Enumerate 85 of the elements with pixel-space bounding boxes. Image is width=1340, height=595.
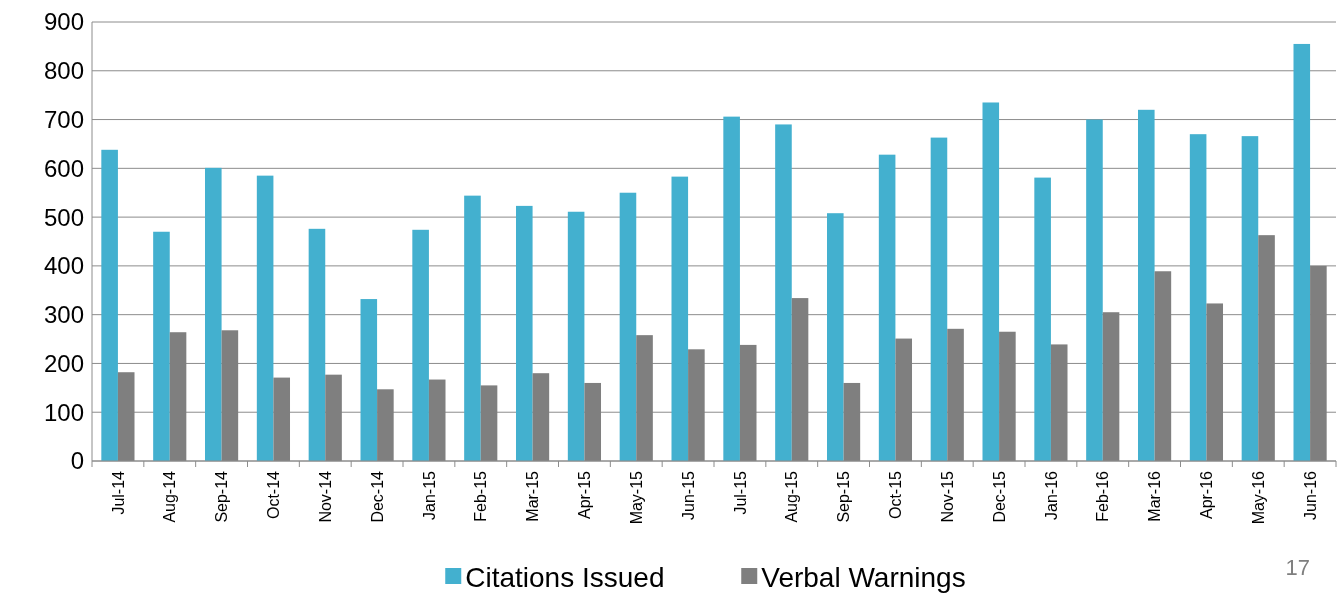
x-tick-label: Jun-16 — [1301, 470, 1319, 520]
x-tick-label: Feb-16 — [1094, 470, 1112, 522]
bar — [325, 374, 342, 461]
bar — [827, 213, 844, 461]
bar — [480, 385, 498, 461]
bar — [117, 372, 135, 461]
bar — [982, 102, 1000, 461]
bar — [671, 176, 689, 461]
x-tick-label: Oct-14 — [265, 470, 283, 520]
x-tick-label: Apr-15 — [576, 470, 594, 520]
y-tick-label: 700 — [43, 105, 84, 133]
legend-label: Citations Issued — [465, 561, 665, 593]
y-tick-label: 800 — [43, 57, 84, 85]
x-tick-label: Jan-15 — [420, 470, 438, 520]
x-tick-label: Dec-14 — [368, 470, 386, 523]
y-tick-label: 200 — [43, 349, 84, 377]
x-tick-label: Jan-16 — [1042, 470, 1060, 520]
bar — [1086, 119, 1103, 461]
bar — [205, 167, 222, 461]
bar — [532, 373, 550, 461]
legend-label: Verbal Warnings — [761, 561, 966, 593]
x-tick-label: Jul-14 — [109, 470, 127, 515]
bar — [308, 228, 326, 461]
bar — [273, 377, 290, 461]
text: 17 — [1285, 555, 1310, 580]
bar — [775, 124, 792, 461]
bar — [878, 154, 896, 461]
bar — [256, 175, 274, 461]
y-tick-label: 100 — [43, 398, 84, 426]
y-tick-label: 0 — [70, 447, 84, 475]
bar — [428, 379, 446, 461]
bar — [567, 211, 585, 461]
bar — [1138, 109, 1155, 461]
bar — [791, 298, 809, 461]
y-tick-label: 400 — [43, 252, 84, 280]
bar — [1034, 177, 1051, 461]
y-tick-label: 300 — [43, 301, 84, 329]
x-tick-label: Jun-15 — [679, 470, 697, 520]
bar — [636, 335, 653, 461]
bar — [739, 344, 757, 461]
x-tick-label: Apr-16 — [1198, 470, 1216, 520]
bar — [464, 195, 481, 461]
bar — [101, 149, 118, 461]
x-tick-label: Nov-15 — [938, 470, 956, 523]
x-tick-label: May-15 — [627, 470, 645, 525]
bar — [1241, 136, 1259, 461]
y-tick-label: 900 — [43, 8, 84, 36]
bar — [1293, 43, 1311, 461]
bar — [412, 229, 429, 461]
bar — [516, 205, 533, 461]
bar — [619, 192, 637, 461]
x-tick-label: Oct-15 — [887, 470, 905, 520]
bar — [843, 382, 861, 461]
bar — [1310, 265, 1327, 461]
x-tick-label: Aug-15 — [783, 470, 801, 523]
bar — [688, 349, 705, 461]
bar — [895, 338, 912, 461]
bar — [930, 137, 948, 461]
bar — [169, 332, 187, 461]
bar — [377, 389, 394, 461]
x-tick-label: Nov-14 — [316, 470, 334, 523]
x-tick-label: Aug-14 — [161, 470, 179, 523]
x-tick-label: Mar-16 — [1146, 470, 1164, 522]
bar — [723, 116, 740, 461]
bar — [1206, 303, 1224, 461]
bar — [360, 299, 378, 461]
bar — [1050, 344, 1068, 461]
bar — [999, 331, 1016, 461]
x-tick-label: Sep-14 — [213, 470, 231, 523]
x-tick-label: Feb-15 — [472, 470, 490, 522]
bar — [1102, 312, 1120, 461]
bar — [1154, 271, 1172, 461]
bar — [947, 328, 964, 461]
x-tick-label: Sep-15 — [835, 470, 853, 523]
bar — [1258, 235, 1275, 461]
x-tick-label: Mar-15 — [524, 470, 542, 522]
bar — [153, 231, 170, 461]
bar — [221, 330, 239, 461]
y-tick-label: 600 — [43, 154, 84, 182]
x-tick-label: Jul-15 — [731, 470, 749, 515]
bar — [584, 382, 601, 461]
bar — [1189, 134, 1207, 461]
y-tick-label: 500 — [43, 203, 84, 231]
x-tick-label: Dec-15 — [990, 470, 1008, 523]
x-tick-label: May-16 — [1249, 470, 1267, 525]
